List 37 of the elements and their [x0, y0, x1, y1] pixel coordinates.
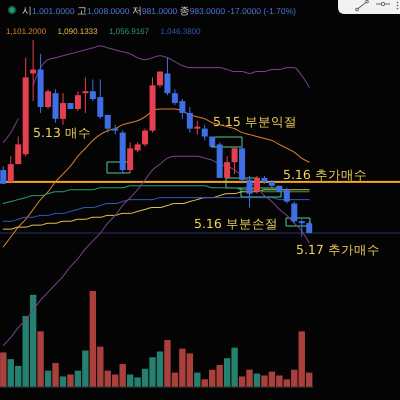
bar: [37, 331, 44, 387]
candlestick: [194, 120, 200, 136]
candlestick: [112, 124, 118, 136]
bar: [44, 370, 52, 387]
candlestick: [60, 92, 66, 126]
candlestick: [142, 128, 148, 147]
text: 시1,001.0000 고1,008.0000 저981.0000 종983.0000 -17.0000 (-1.70%): [22, 6, 296, 17]
text: 5.17 추가매수: [296, 242, 380, 257]
candlestick: [232, 146, 238, 174]
candlestick: [254, 175, 260, 194]
candlestick: [74, 90, 81, 112]
candlestick: [30, 40, 36, 102]
bar: [0, 352, 6, 387]
candlestick: [45, 88, 52, 110]
annotation: 5.13 매수: [33, 125, 91, 140]
candlestick: [202, 124, 208, 141]
bar: [254, 374, 260, 387]
text: 1,046.3800: [160, 27, 202, 36]
candlestick: [224, 156, 230, 178]
bar: [194, 372, 200, 387]
candlestick: [246, 175, 253, 208]
candlestick: [0, 166, 6, 184]
bar: [52, 363, 59, 387]
candlestick: [186, 106, 193, 134]
annotation: 5.16 부분손절: [194, 216, 278, 231]
candlestick: [8, 156, 14, 182]
candlestick: [298, 218, 305, 238]
text: 1,101.2000: [6, 27, 47, 36]
bar: [67, 374, 74, 387]
annotation: 5.16 추가매수: [283, 167, 367, 182]
text: 1,056.9167: [109, 27, 150, 36]
candlestick: [82, 76, 88, 114]
text: 1,090.1333: [58, 27, 98, 36]
annotation: 5.15 부분익절: [213, 114, 297, 129]
candlestick: [164, 57, 170, 96]
candlestick: [291, 201, 298, 224]
candlestick: [156, 71, 163, 88]
